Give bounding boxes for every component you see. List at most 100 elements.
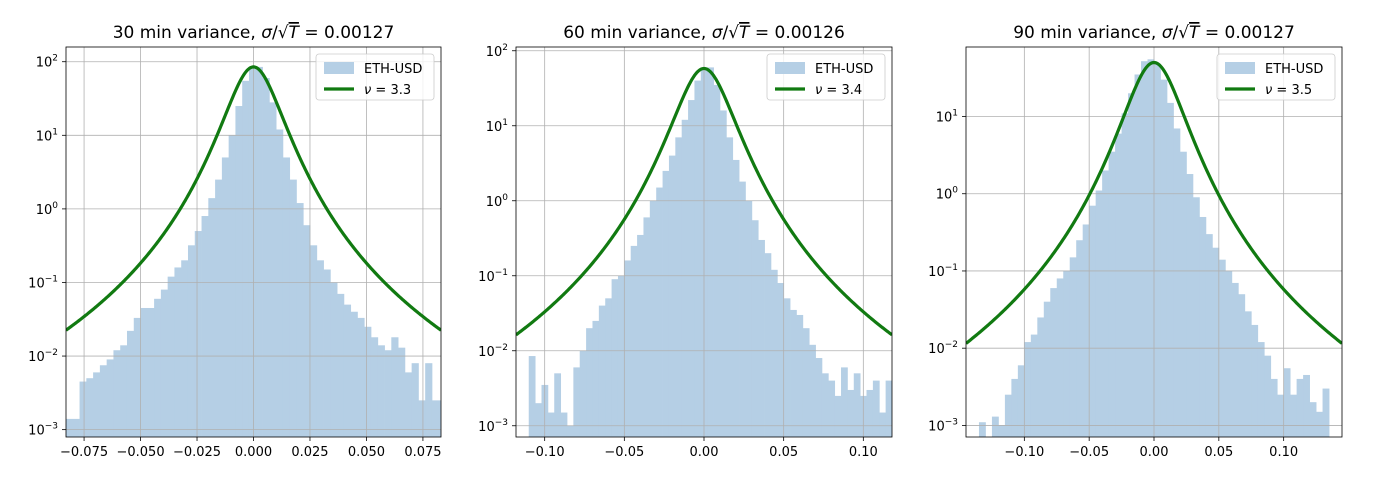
- histogram-bar: [605, 298, 612, 437]
- y-tick-label: 101: [936, 109, 958, 126]
- histogram-bar: [764, 253, 772, 437]
- histogram-bar: [796, 314, 804, 437]
- y-tick-label: 10−1: [928, 263, 958, 280]
- y-tick-label: 10−3: [928, 417, 958, 434]
- histogram-bar: [739, 181, 746, 437]
- histogram-bar: [1205, 234, 1213, 437]
- histogram-bar: [1082, 224, 1090, 437]
- histogram-bar: [1238, 294, 1246, 437]
- histogram-bar: [872, 380, 880, 437]
- histogram-bar: [160, 289, 169, 437]
- histogram-bar: [208, 198, 216, 437]
- histogram-bar: [662, 170, 670, 437]
- histogram-bar: [147, 307, 155, 437]
- histogram-bar: [1017, 365, 1025, 437]
- histogram-bar: [1264, 355, 1272, 437]
- histogram-bar: [391, 337, 399, 437]
- histogram-bar: [668, 155, 676, 437]
- legend-fit-label: ν = 3.3: [364, 83, 411, 98]
- x-tick-label: 0.05: [769, 445, 798, 460]
- histogram-bar: [276, 129, 284, 437]
- histogram-bar: [528, 356, 536, 437]
- x-tick-label: −0.075: [60, 445, 108, 460]
- histogram-bar: [228, 135, 236, 437]
- histogram-bar: [879, 412, 887, 437]
- x-tick-label: 0.050: [348, 445, 385, 460]
- y-tick-label: 101: [486, 118, 508, 135]
- histogram-bar: [167, 276, 175, 437]
- histogram-bar: [1186, 174, 1194, 437]
- histogram-bar: [783, 298, 791, 437]
- histogram-bar: [1244, 311, 1252, 437]
- histogram-bar: [93, 372, 101, 437]
- histogram-bar: [1069, 257, 1077, 437]
- histogram-bar: [815, 358, 823, 437]
- histogram-bar: [1290, 394, 1298, 437]
- histogram-bar: [573, 367, 581, 437]
- y-tick-label: 10−1: [28, 274, 58, 291]
- x-tick-label: −0.10: [1004, 445, 1044, 460]
- histogram-bar: [201, 216, 209, 437]
- histogram-bar: [350, 311, 358, 437]
- histogram-bar: [1050, 288, 1058, 437]
- y-tick-label: 100: [36, 201, 59, 218]
- histogram-bar: [554, 373, 562, 437]
- histogram-bar: [998, 425, 1006, 437]
- histogram-bar: [1283, 368, 1291, 437]
- histogram-bar: [841, 367, 848, 437]
- legend-hist-label: ETH-USD: [364, 62, 422, 77]
- chart-panel-1: −0.075 −0.050 −0.025 0.000 0.025 0.050 0.075 10…: [28, 23, 441, 460]
- histogram-bar: [1154, 63, 1161, 437]
- histogram-bar: [649, 200, 657, 437]
- histogram-bar: [370, 337, 379, 437]
- histogram-bar: [713, 84, 721, 437]
- histogram-bar: [777, 283, 785, 437]
- histogram-bar: [1179, 151, 1187, 437]
- histogram-bar: [1270, 378, 1278, 437]
- x-tick-label: −0.05: [1069, 445, 1109, 460]
- y-tick-label: 10−2: [928, 340, 958, 357]
- x-tick-label: −0.050: [116, 445, 164, 460]
- legend: ETH-USD ν = 3.4: [766, 53, 886, 101]
- chart-title: 30 min variance, σ/√T = 0.00127: [113, 23, 395, 43]
- histogram-bar: [751, 220, 759, 437]
- x-tick-label: 0.00: [1140, 445, 1169, 460]
- histogram-bar: [821, 373, 829, 437]
- histogram-bar: [866, 389, 874, 437]
- histogram-bar: [547, 412, 555, 437]
- histogram-bar: [425, 363, 433, 437]
- x-tick-label: −0.025: [173, 445, 221, 460]
- histogram-bar: [1024, 342, 1032, 437]
- histogram-bar: [1257, 342, 1265, 437]
- histogram-bar: [643, 217, 651, 437]
- histogram-bar: [269, 102, 277, 437]
- histogram-bar: [411, 363, 419, 437]
- histogram-bar: [790, 309, 797, 437]
- histogram-bar: [560, 412, 568, 437]
- legend-hist-label: ETH-USD: [815, 62, 873, 77]
- histogram-bar: [316, 260, 324, 437]
- histogram-bar: [1004, 394, 1012, 437]
- histogram-bar: [1316, 411, 1323, 437]
- histogram-bar: [337, 293, 345, 437]
- histogram-bar: [377, 345, 385, 437]
- histogram-bar: [1251, 324, 1259, 437]
- histogram-bar: [611, 279, 619, 437]
- histogram-bar: [1076, 240, 1084, 437]
- histogram-bar: [770, 269, 778, 437]
- histogram-bar: [255, 66, 263, 437]
- grid-lines: [516, 47, 892, 437]
- histogram-bar: [79, 381, 87, 437]
- x-tick-label: 0.05: [1204, 445, 1233, 460]
- histogram-bar: [303, 225, 311, 437]
- histogram-bar: [802, 328, 810, 437]
- histogram-bar: [1108, 151, 1116, 437]
- legend-fit-label: ν = 3.4: [815, 83, 862, 98]
- histogram-bar: [885, 380, 892, 437]
- histogram-bar: [357, 317, 365, 437]
- grid-lines: [966, 47, 1342, 437]
- histogram-bar: [174, 267, 182, 437]
- chart-title: 90 min variance, σ/√T = 0.00127: [1013, 23, 1295, 43]
- histogram-bar: [1011, 378, 1019, 437]
